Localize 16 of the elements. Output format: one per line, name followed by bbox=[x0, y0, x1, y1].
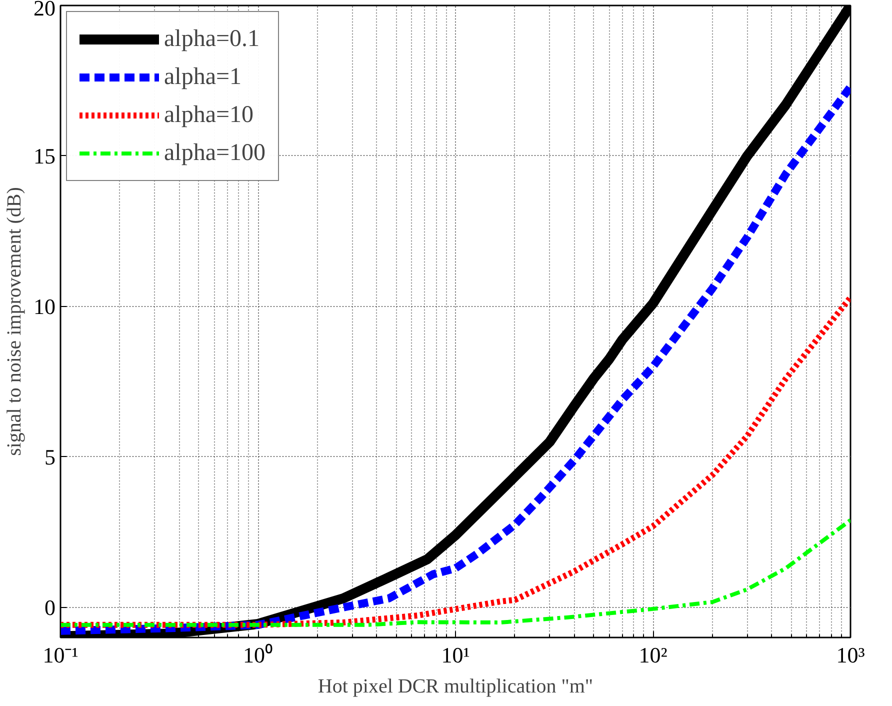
y-axis-title: signal to noise improvement (dB) bbox=[4, 187, 26, 456]
y-tick-label: 0 bbox=[44, 594, 56, 620]
x-tick-label: 10⁰ bbox=[243, 642, 273, 668]
y-tick-label: 10 bbox=[34, 294, 56, 319]
x-tick-label: 10² bbox=[638, 642, 668, 668]
x-tick-label: 10¹ bbox=[441, 642, 470, 668]
legend-label: alpha=1 bbox=[164, 64, 242, 90]
legend-label: alpha=10 bbox=[164, 102, 254, 128]
y-tick-label: 15 bbox=[34, 143, 56, 168]
x-tick-label: 10⁻¹ bbox=[42, 642, 78, 668]
y-tick-label: 20 bbox=[34, 0, 56, 20]
x-tick-label: 10³ bbox=[836, 642, 866, 668]
y-tick-label: 5 bbox=[44, 444, 56, 470]
x-axis-title: Hot pixel DCR multiplication "m" bbox=[318, 676, 594, 698]
legend-label: alpha=0.1 bbox=[164, 26, 260, 52]
legend-label: alpha=100 bbox=[164, 140, 266, 166]
